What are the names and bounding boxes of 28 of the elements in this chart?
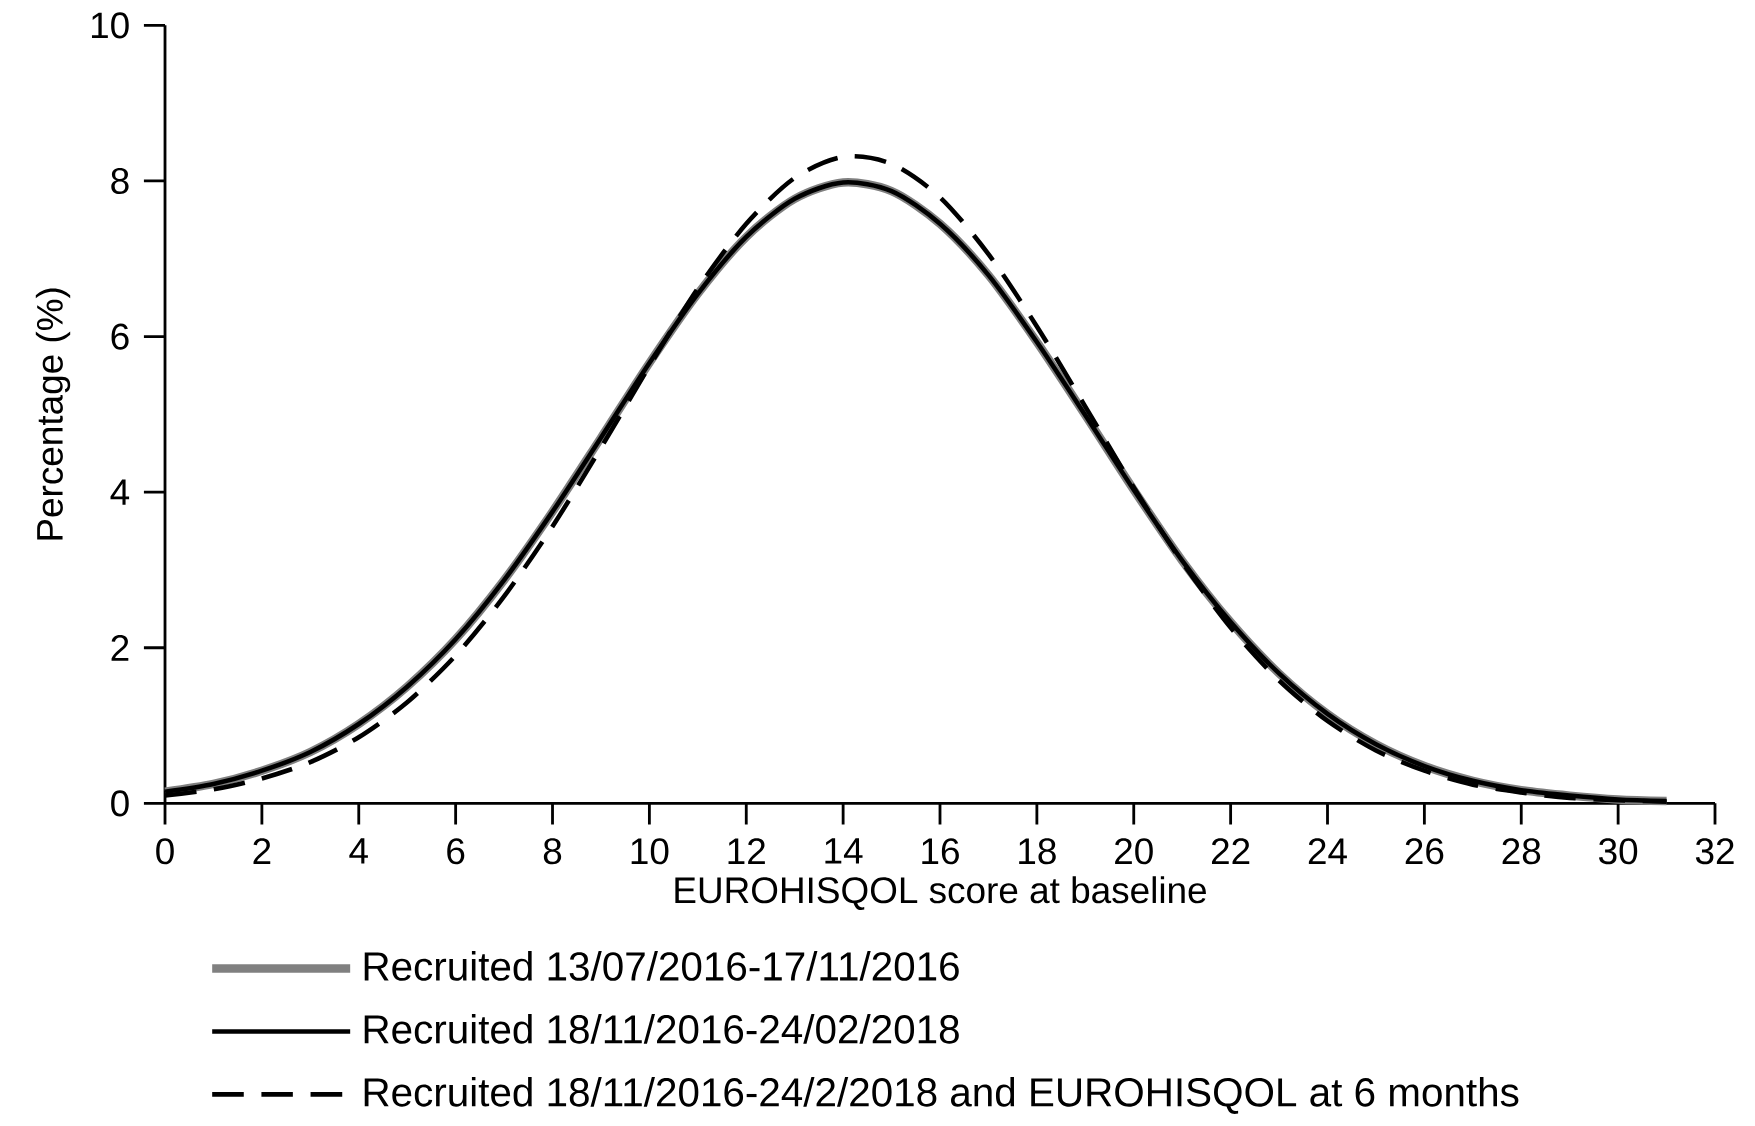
- x-tick-label: 20: [1115, 838, 1153, 865]
- y-tick-label: 0: [111, 790, 129, 817]
- x-tick-label: 6: [447, 838, 465, 865]
- x-tick-label: 16: [922, 838, 959, 865]
- y-tick-label: 10: [91, 12, 129, 39]
- x-tick-label: 30: [1598, 838, 1638, 865]
- x-tick-label: 8: [543, 838, 562, 865]
- x-tick-label: 4: [349, 838, 368, 864]
- legend-label: Recruited 18/11/2016-24/2/2018 and EUROHISQOL at 6 months: [364, 1077, 1519, 1114]
- legend-label: Recruited 13/07/2016-17/11/2016: [364, 951, 959, 981]
- y-tick-label: 6: [111, 323, 129, 350]
- x-tick-label: 18: [1019, 838, 1056, 865]
- legend-label: Recruited 18/11/2016-24/02/2018: [364, 1014, 959, 1044]
- x-tick-label: 10: [631, 838, 669, 865]
- x-tick-label: 24: [1308, 838, 1347, 865]
- x-tick-label: 26: [1405, 838, 1444, 865]
- x-tick-label: 28: [1502, 838, 1541, 865]
- x-tick-label: 0: [156, 838, 174, 865]
- y-tick-label: 2: [111, 634, 129, 661]
- y-tick-label: 4: [110, 479, 130, 505]
- y-tick-label: 8: [111, 168, 129, 195]
- x-tick-label: 2: [253, 838, 271, 865]
- x-tick-label: 32: [1695, 838, 1734, 865]
- x-axis-title: EUROHISQOL score at baseline: [675, 876, 1206, 910]
- x-tick-label: 22: [1211, 838, 1250, 865]
- x-tick-label: 12: [728, 838, 765, 865]
- y-axis-title: Percentage (%): [35, 288, 71, 540]
- x-tick-label: 14: [825, 838, 863, 864]
